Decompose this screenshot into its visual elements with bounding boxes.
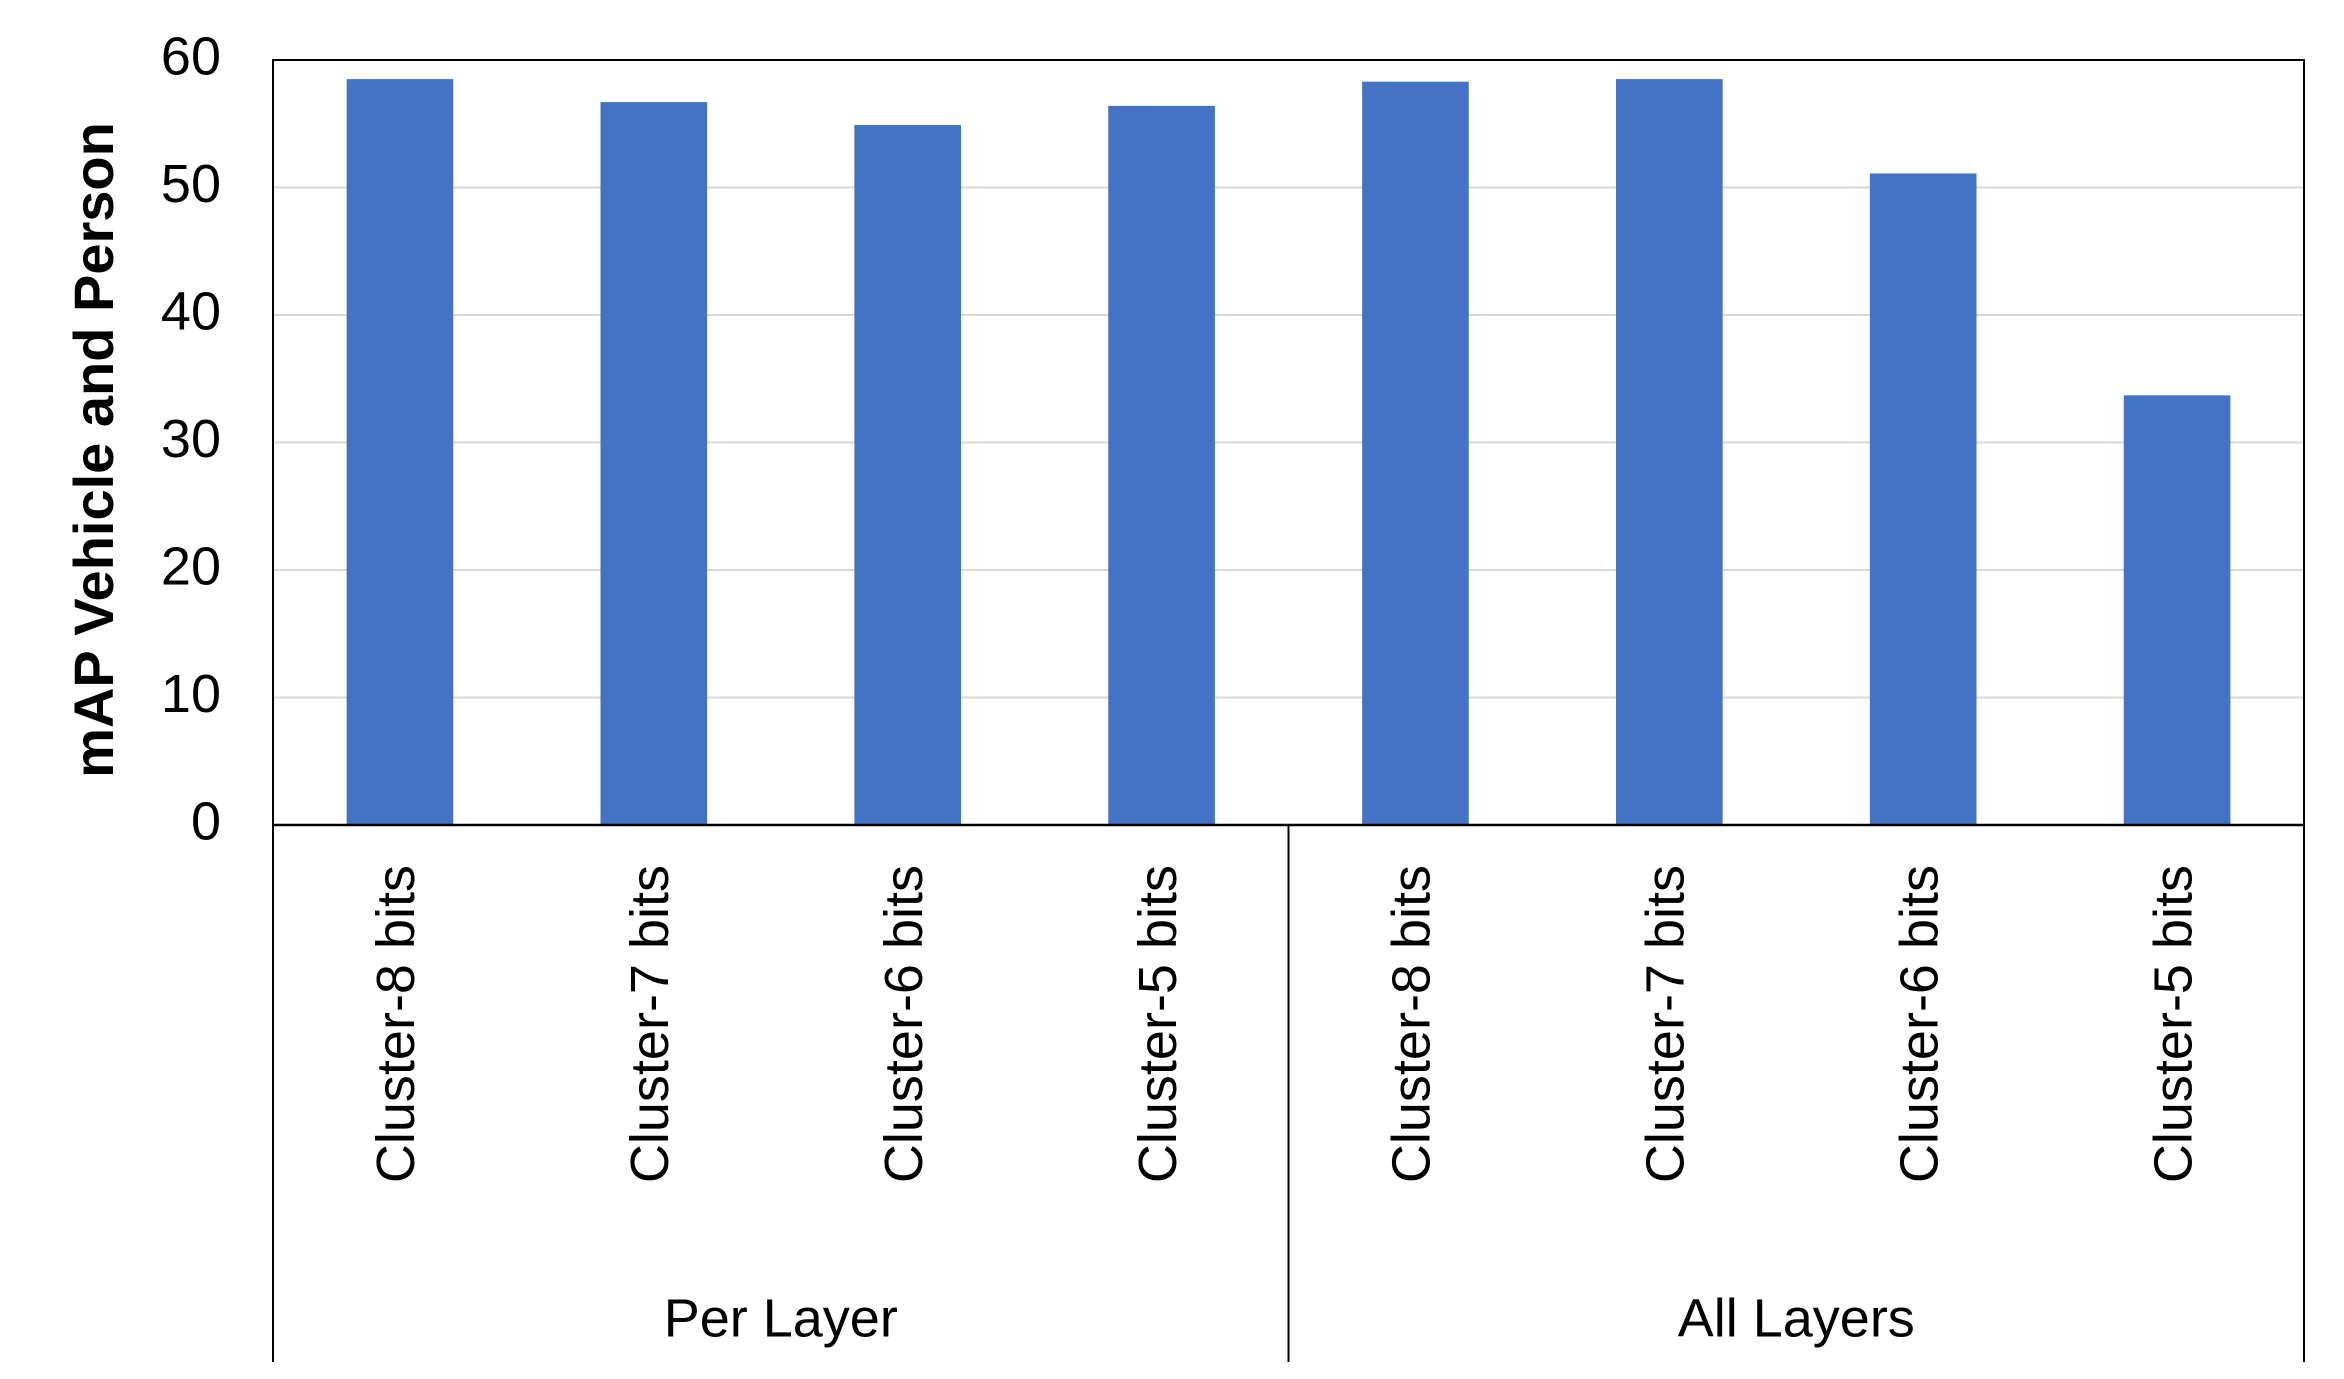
y-tick-label: 60 — [161, 26, 221, 86]
x-tick-label: Cluster-7 bits — [1636, 865, 1696, 1183]
bar — [346, 79, 454, 825]
x-tick-label: Cluster-7 bits — [620, 865, 680, 1183]
bar — [1869, 173, 1977, 826]
group-label: All Layers — [1678, 1288, 1915, 1348]
x-tick-label: Cluster-8 bits — [366, 865, 426, 1183]
y-axis-title: mAP Vehicle and Person — [62, 122, 125, 778]
bar — [1108, 105, 1215, 825]
bar — [1615, 79, 1723, 825]
x-tick-label: Cluster-8 bits — [1382, 865, 1442, 1183]
y-tick-label: 10 — [161, 664, 221, 724]
x-tick-label: Cluster-6 bits — [874, 865, 934, 1183]
bar — [1362, 81, 1469, 826]
x-tick-label: Cluster-5 bits — [2143, 865, 2203, 1183]
y-tick-label: 40 — [161, 281, 221, 341]
group-label: Per Layer — [664, 1288, 898, 1348]
y-tick-label: 50 — [161, 154, 221, 214]
bar — [600, 102, 708, 825]
x-tick-label: Cluster-5 bits — [1128, 865, 1188, 1183]
y-tick-label: 0 — [191, 791, 221, 851]
bar — [854, 125, 962, 825]
y-tick-label: 20 — [161, 536, 221, 596]
x-tick-label: Cluster-6 bits — [1889, 865, 1949, 1183]
bar — [2123, 395, 2231, 825]
y-tick-label: 30 — [161, 409, 221, 469]
